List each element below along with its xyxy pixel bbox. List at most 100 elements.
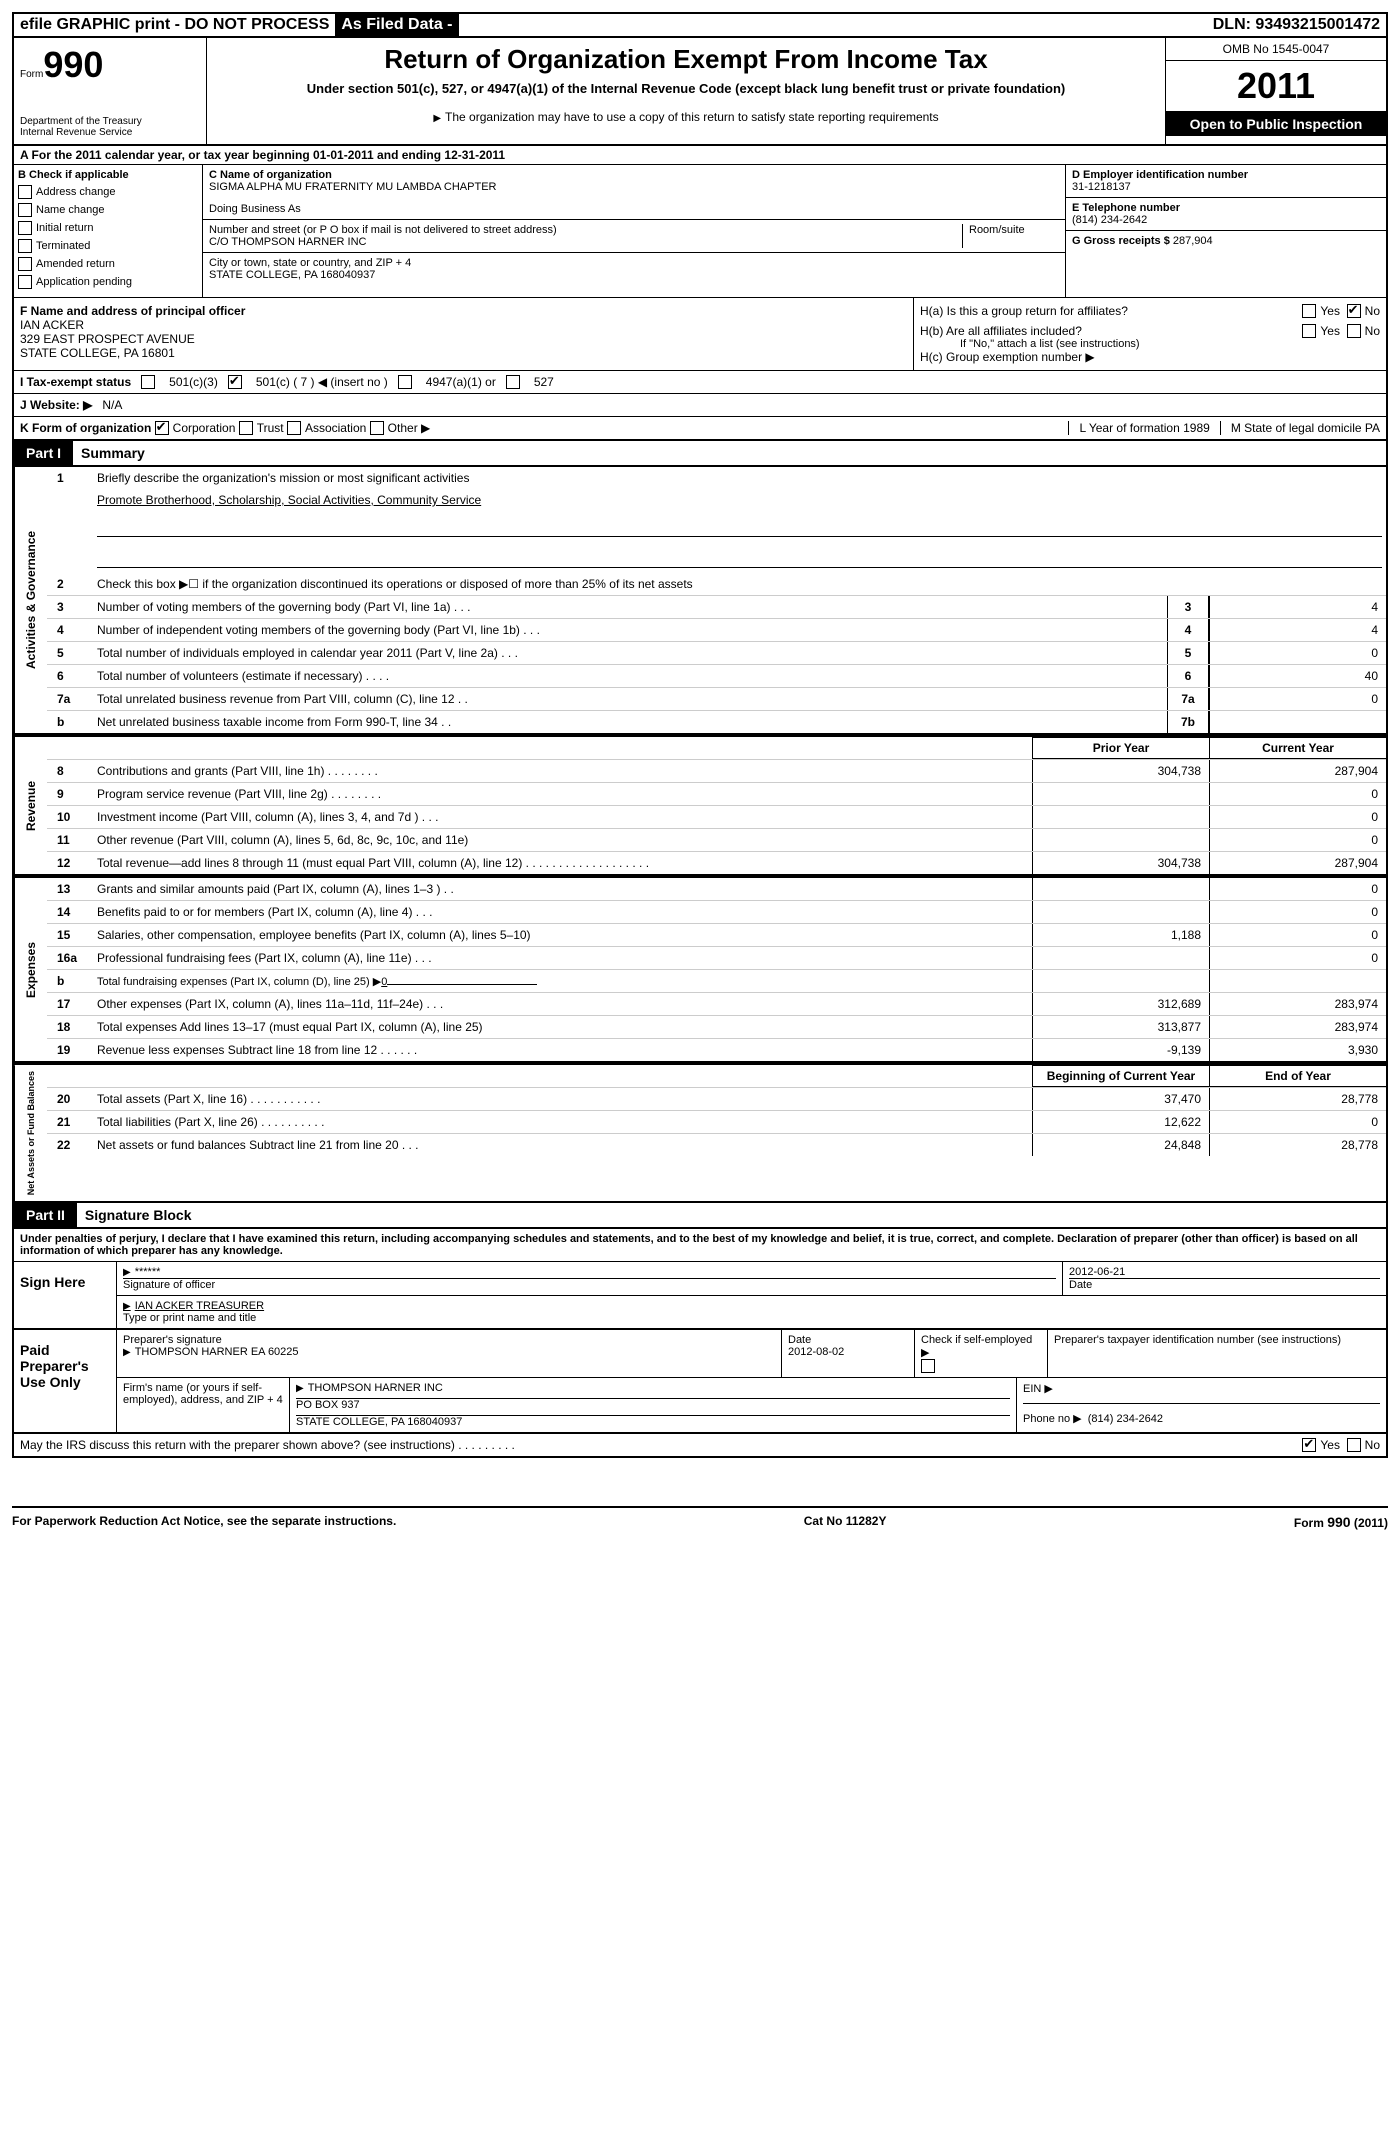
- officer-addr2: STATE COLLEGE, PA 16801: [20, 346, 907, 360]
- l11-prior: [1032, 829, 1209, 851]
- col-f-officer: F Name and address of principal officer …: [14, 298, 914, 370]
- row-fh: F Name and address of principal officer …: [12, 298, 1388, 371]
- l20-begin: 37,470: [1032, 1088, 1209, 1110]
- k-trust-chk[interactable]: [239, 421, 253, 435]
- current-year-header: Current Year: [1209, 737, 1386, 759]
- dept-label: Department of the Treasury: [20, 116, 200, 127]
- k-l-year: L Year of formation 1989: [1068, 421, 1219, 435]
- l1-label: Briefly describe the organization's miss…: [93, 468, 1386, 488]
- l22-end: 28,778: [1209, 1134, 1386, 1156]
- gross-cell: G Gross receipts $ 287,904: [1066, 231, 1386, 251]
- preparer-label: Paid Preparer's Use Only: [14, 1330, 117, 1432]
- col-b-header: B Check if applicable: [18, 169, 198, 181]
- discuss-yes-chk[interactable]: [1302, 1438, 1316, 1452]
- firm-addr1: PO BOX 937: [296, 1398, 1010, 1411]
- officer-sig-value: ******: [123, 1266, 1056, 1278]
- begin-year-header: Beginning of Current Year: [1032, 1065, 1209, 1087]
- hb-no-chk[interactable]: [1347, 324, 1361, 338]
- chk-name-change[interactable]: Name change: [18, 203, 198, 217]
- dln-label: DLN: 93493215001472: [1207, 14, 1386, 36]
- sidelabel-governance: Activities & Governance: [14, 467, 47, 733]
- sidelabel-revenue: Revenue: [14, 737, 47, 874]
- row-k-formorg: K Form of organization Corporation Trust…: [12, 417, 1388, 441]
- phone-value: (814) 234-2642: [1072, 214, 1380, 226]
- ha-yes-chk[interactable]: [1302, 304, 1316, 318]
- efile-label: efile GRAPHIC print - DO NOT PROCESS: [14, 14, 335, 36]
- l20-text: Total assets (Part X, line 16) . . . . .…: [93, 1089, 1032, 1109]
- l15-prior: 1,188: [1032, 924, 1209, 946]
- l21-end: 0: [1209, 1111, 1386, 1133]
- col-d-info: D Employer identification number 31-1218…: [1066, 165, 1386, 297]
- l9-current: 0: [1209, 783, 1386, 805]
- row-j-website: J Website: ▶ N/A: [12, 394, 1388, 417]
- l21-text: Total liabilities (Part X, line 26) . . …: [93, 1112, 1032, 1132]
- preparer-date-value: 2012-08-02: [788, 1346, 908, 1358]
- l8-prior: 304,738: [1032, 760, 1209, 782]
- street-label: Number and street (or P O box if mail is…: [209, 224, 962, 236]
- officer-name-cell: IAN ACKER TREASURER Type or print name a…: [117, 1296, 1386, 1328]
- hb-note: If "No," attach a list (see instructions…: [920, 338, 1380, 350]
- l11-text: Other revenue (Part VIII, column (A), li…: [93, 830, 1032, 850]
- firm-name: THOMPSON HARNER INC: [296, 1382, 1010, 1394]
- l11-current: 0: [1209, 829, 1386, 851]
- preparer-self-cell: Check if self-employed ▶: [915, 1330, 1048, 1377]
- ha-no-chk[interactable]: [1347, 304, 1361, 318]
- i-4947-chk[interactable]: [398, 375, 412, 389]
- chk-address-change[interactable]: Address change: [18, 185, 198, 199]
- part1-revenue: Revenue Prior YearCurrent Year 8Contribu…: [12, 735, 1388, 876]
- l7a-val: 0: [1209, 688, 1386, 710]
- firm-ein-phone-cell: EIN ▶ Phone no ▶ (814) 234-2642: [1017, 1378, 1386, 1432]
- sidelabel-netassets: Net Assets or Fund Balances: [14, 1065, 47, 1201]
- preparer-ptin-label: Preparer's taxpayer identification numbe…: [1054, 1334, 1380, 1346]
- firm-info-cell: THOMPSON HARNER INC PO BOX 937 STATE COL…: [290, 1378, 1017, 1432]
- preparer-self-label: Check if self-employed ▶: [921, 1334, 1041, 1359]
- hb-yes-chk[interactable]: [1302, 324, 1316, 338]
- l7b-val: [1209, 711, 1386, 733]
- header-right: OMB No 1545-0047 2011 Open to Public Ins…: [1165, 38, 1386, 144]
- l19-prior: -9,139: [1032, 1039, 1209, 1061]
- officer-addr1: 329 EAST PROSPECT AVENUE: [20, 332, 907, 346]
- k-corp-chk[interactable]: [155, 421, 169, 435]
- ein-label: D Employer identification number: [1072, 169, 1380, 181]
- l7b-text: Net unrelated business taxable income fr…: [93, 712, 1167, 732]
- i-label: I Tax-exempt status: [20, 375, 131, 389]
- inspection-label: Open to Public Inspection: [1166, 112, 1386, 136]
- form-header: Form990 Department of the Treasury Inter…: [12, 38, 1388, 146]
- i-501c-chk[interactable]: [228, 375, 242, 389]
- discuss-no-chk[interactable]: [1347, 1438, 1361, 1452]
- part1-label: Part I: [14, 441, 73, 465]
- chk-initial-return[interactable]: Initial return: [18, 221, 198, 235]
- l5-text: Total number of individuals employed in …: [93, 643, 1167, 663]
- form-label: Form: [20, 69, 43, 80]
- chk-terminated[interactable]: Terminated: [18, 239, 198, 253]
- l9-text: Program service revenue (Part VIII, line…: [93, 784, 1032, 804]
- l15-current: 0: [1209, 924, 1386, 946]
- l18-text: Total expenses Add lines 13–17 (must equ…: [93, 1017, 1032, 1037]
- i-501c3-chk[interactable]: [141, 375, 155, 389]
- omb-label: OMB No 1545-0047: [1166, 38, 1386, 61]
- street-cell: Number and street (or P O box if mail is…: [203, 220, 1065, 253]
- tax-year: 2011: [1166, 61, 1386, 112]
- chk-pending[interactable]: Application pending: [18, 275, 198, 289]
- part2-header: Part II Signature Block: [12, 1203, 1388, 1229]
- discuss-text: May the IRS discuss this return with the…: [20, 1438, 1302, 1452]
- l6-text: Total number of volunteers (estimate if …: [93, 666, 1167, 686]
- header-left: Form990 Department of the Treasury Inter…: [14, 38, 207, 144]
- org-name-label: C Name of organization: [209, 169, 1059, 181]
- chk-amended[interactable]: Amended return: [18, 257, 198, 271]
- part1-netassets: Net Assets or Fund Balances Beginning of…: [12, 1063, 1388, 1203]
- k-other-chk[interactable]: [370, 421, 384, 435]
- l16a-text: Professional fundraising fees (Part IX, …: [93, 948, 1032, 968]
- preparer-self-chk[interactable]: [921, 1359, 935, 1373]
- dba-label: Doing Business As: [209, 203, 1059, 215]
- l10-text: Investment income (Part VIII, column (A)…: [93, 807, 1032, 827]
- form-title: Return of Organization Exempt From Incom…: [213, 44, 1159, 75]
- col-b-checkboxes: B Check if applicable Address change Nam…: [14, 165, 203, 297]
- row-i-taxstatus: I Tax-exempt status 501(c)(3) 501(c) ( 7…: [12, 371, 1388, 394]
- l17-current: 283,974: [1209, 993, 1386, 1015]
- k-assoc-chk[interactable]: [287, 421, 301, 435]
- preparer-sig-cell: Preparer's signature THOMPSON HARNER EA …: [117, 1330, 782, 1377]
- footer-left: For Paperwork Reduction Act Notice, see …: [12, 1514, 396, 1530]
- i-527-chk[interactable]: [506, 375, 520, 389]
- preparer-ptin-cell: Preparer's taxpayer identification numbe…: [1048, 1330, 1386, 1377]
